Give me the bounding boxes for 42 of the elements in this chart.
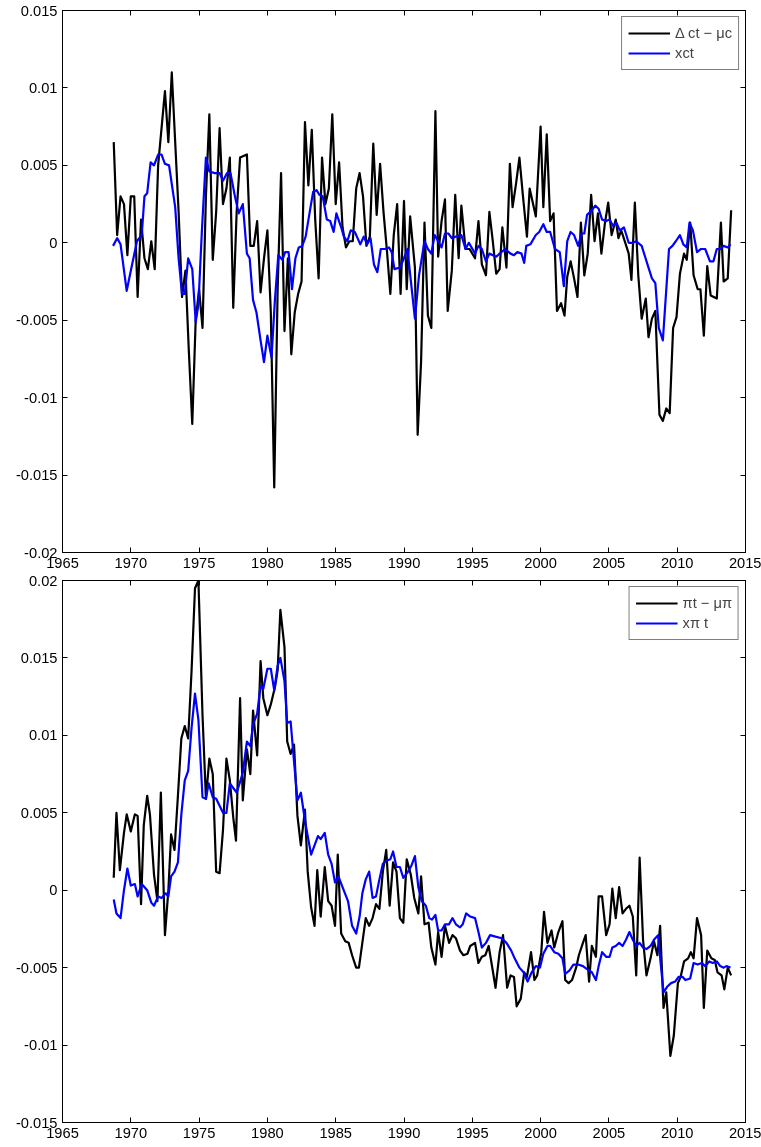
x-tick-label: 1970 [114, 554, 148, 571]
legend-label: xct [675, 45, 695, 61]
y-tick-label: 0 [49, 234, 58, 251]
x-tick-label: 1975 [182, 1124, 216, 1141]
y-tick-label: 0.02 [28, 572, 58, 589]
y-tick-label: 0.015 [20, 649, 58, 666]
line-series [111, 153, 732, 364]
x-tick-label: 1985 [319, 1124, 353, 1141]
x-tick-label: 1975 [182, 554, 216, 571]
legend-label: πt − μπ [682, 595, 732, 611]
x-tick-label: 1995 [456, 554, 489, 571]
y-tick-label: -0.01 [24, 389, 58, 406]
y-tick-label: -0.015 [15, 467, 58, 484]
x-tick-label: 1985 [319, 554, 353, 571]
line-series [112, 580, 733, 1058]
x-tick-label: 1970 [114, 1124, 148, 1141]
y-tick-label: -0.01 [24, 1037, 58, 1054]
y-tick-label: 0.005 [20, 804, 58, 821]
y-tick-label: 0.01 [28, 727, 58, 744]
x-tick-label: 2015 [728, 1124, 761, 1141]
x-tick-label: 1980 [251, 554, 284, 571]
legend-label: xπ t [682, 615, 709, 631]
y-tick-label: 0.005 [20, 157, 58, 174]
y-tick-label: -0.005 [15, 959, 58, 976]
x-tick-label: 1980 [251, 1124, 284, 1141]
y-tick-label: 0 [49, 882, 58, 899]
y-tick-label: 0.015 [20, 2, 58, 19]
y-tick-label: -0.005 [15, 312, 58, 329]
x-tick-label: 2010 [660, 554, 694, 571]
x-tick-label: 2000 [524, 554, 557, 571]
x-tick-label: 1990 [387, 1124, 421, 1141]
legend-label: Δ ct − μc [675, 25, 732, 41]
line-series [112, 656, 732, 994]
x-tick-label: 1995 [456, 1124, 489, 1141]
x-tick-label: 2000 [524, 1124, 557, 1141]
x-tick-label: 1990 [387, 554, 421, 571]
x-tick-label: 2015 [728, 554, 761, 571]
line-series [112, 71, 733, 489]
x-tick-label: 2010 [660, 1124, 694, 1141]
x-tick-label: 2005 [592, 1124, 626, 1141]
y-tick-label: 0.01 [28, 79, 58, 96]
x-tick-label: 2005 [592, 554, 626, 571]
